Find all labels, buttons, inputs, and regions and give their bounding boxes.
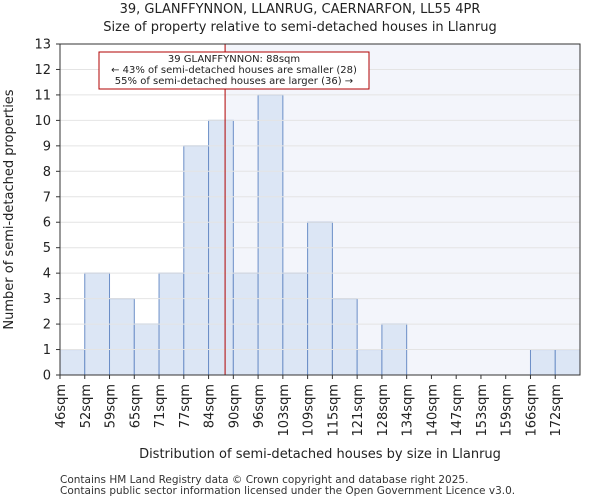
y-tick-label: 4 [43, 267, 51, 282]
y-tick-label: 13 [34, 38, 51, 53]
x-tick-label: 96sqm [252, 384, 267, 428]
x-tick-label: 153sqm [475, 384, 490, 437]
y-tick-label: 2 [43, 318, 51, 333]
x-tick-label: 166sqm [524, 384, 539, 437]
x-tick-label: 109sqm [302, 384, 317, 437]
y-tick-label: 5 [43, 241, 51, 256]
annotation-box: 39 GLANFFYNNON: 88sqm ← 43% of semi-deta… [98, 51, 370, 90]
y-tick-label: 11 [34, 88, 51, 103]
x-tick-label: 90sqm [227, 384, 242, 428]
chart-title: 39, GLANFFYNNON, LLANRUG, CAERNARFON, LL… [119, 2, 481, 17]
histogram-bar [331, 298, 358, 376]
x-tick-label: 147sqm [450, 384, 465, 437]
y-tick-label: 0 [43, 369, 51, 384]
y-tick-label: 8 [43, 165, 51, 180]
annotation-line-3: 55% of semi-detached houses are larger (… [115, 76, 353, 87]
footer-copyright: Contains HM Land Registry data © Crown c… [60, 474, 469, 486]
histogram-bar [257, 94, 284, 376]
y-tick-label: 12 [34, 63, 51, 78]
x-tick-label: 77sqm [178, 384, 193, 428]
y-tick-label: 1 [43, 343, 51, 358]
x-tick-label: 140sqm [425, 384, 440, 437]
y-tick-label: 7 [43, 190, 51, 205]
y-axis-label: Number of semi-detached properties [2, 89, 17, 329]
histogram-bar [109, 298, 135, 376]
x-tick-label: 84sqm [203, 384, 218, 428]
x-tick-label: 46sqm [54, 384, 69, 428]
x-tick-label: 121sqm [351, 384, 366, 437]
x-tick-label: 115sqm [326, 384, 341, 437]
x-tick-label: 52sqm [79, 384, 94, 428]
x-tick-label: 65sqm [128, 384, 143, 428]
y-tick-label: 3 [43, 292, 51, 307]
annotation-line-2: ← 43% of semi-detached houses are smalle… [111, 65, 357, 76]
histogram-bar [59, 349, 86, 376]
y-tick-label: 9 [43, 139, 51, 154]
x-axis-label: Distribution of semi-detached houses by … [139, 447, 501, 462]
footer-licence: Contains public sector information licen… [60, 485, 516, 497]
x-tick-label: 159sqm [500, 384, 515, 437]
histogram-bar [183, 145, 210, 376]
x-tick-label: 71sqm [153, 384, 168, 428]
annotation-line-1: 39 GLANFFYNNON: 88sqm [168, 54, 300, 65]
histogram-bar [554, 349, 581, 376]
y-tick-label: 6 [43, 216, 51, 231]
y-tick-label: 10 [34, 114, 51, 129]
chart-subtitle: Size of property relative to semi-detach… [103, 20, 497, 35]
x-tick-label: 128sqm [376, 384, 391, 437]
plot-frame [59, 43, 581, 376]
histogram-bar [356, 349, 383, 376]
histogram-bar [529, 349, 556, 376]
x-tick-label: 103sqm [277, 384, 292, 437]
x-tick-label: 172sqm [549, 384, 564, 437]
x-tick-label: 134sqm [401, 384, 416, 437]
x-tick-label: 59sqm [104, 384, 119, 428]
